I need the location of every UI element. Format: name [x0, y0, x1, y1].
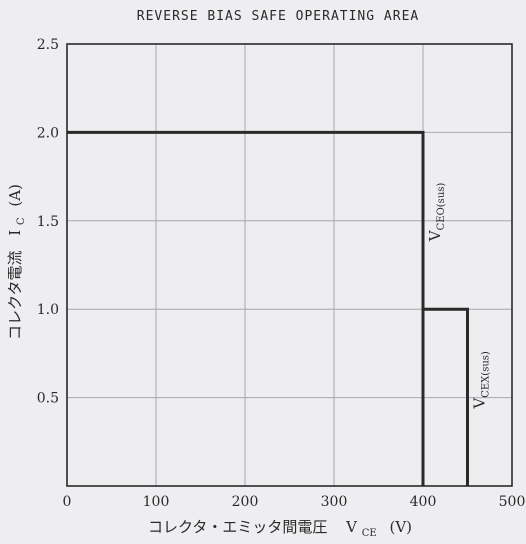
series-line-2: [423, 307, 469, 486]
y-tick-label: 0.5: [37, 391, 59, 407]
y-axis-label: コレクタ電流 I C (A): [6, 184, 28, 340]
series-layer: [67, 130, 469, 486]
x-tick-label: 0: [63, 494, 72, 510]
x-axis-label-text: コレクタ・エミッタ間電圧: [148, 518, 327, 536]
y-axis-label-unit: (A): [6, 184, 24, 207]
axes: [66, 43, 513, 487]
y-axis-label-subscript: C: [16, 217, 27, 225]
x-tick-label: 200: [232, 494, 259, 510]
y-tick-label: 2.0: [37, 125, 59, 141]
annotation-subscript: CEX(sus): [481, 351, 492, 398]
annotation-text: VCEX(sus): [471, 351, 492, 410]
annotation-symbol: V: [471, 397, 489, 410]
y-tick-label: 2.5: [37, 37, 59, 53]
y-tick-label: 1.5: [37, 214, 59, 230]
chart-title: REVERSE BIAS SAFE OPERATING AREA: [137, 9, 419, 24]
y-tick-label: 1.0: [37, 302, 59, 318]
x-axis-label-symbol: V: [345, 518, 358, 536]
x-axis-label-subscript: CE: [362, 528, 377, 539]
grid: [67, 44, 512, 486]
x-axis-label-unit: (V): [390, 518, 413, 536]
annotation-subscript: CEO(sus): [436, 183, 447, 231]
y-axis-label-text: コレクタ電流: [6, 251, 24, 340]
x-axis-label: コレクタ・エミッタ間電圧 V CE (V): [148, 518, 412, 540]
x-tick-label: 400: [410, 494, 437, 510]
x-tick-label: 300: [321, 494, 348, 510]
annotation-symbol: V: [426, 229, 444, 242]
series-annotation-1: VCEO(sus): [426, 183, 447, 243]
x-tick-label: 100: [143, 494, 170, 510]
series-annotation-2: VCEX(sus): [471, 351, 492, 410]
tick-labels: 0 100 200 300 400 500 0.5 1.0 1.5 2.0 2.5: [37, 37, 526, 510]
x-tick-label: 500: [499, 494, 526, 510]
svg-text:コレクタ電流 I C (: コレクタ電流 I C (A): [6, 184, 28, 340]
annotation-text: VCEO(sus): [426, 183, 447, 243]
annotations: VCEO(sus)VCEX(sus): [426, 183, 492, 410]
y-axis-label-symbol: I: [6, 230, 24, 236]
plot-frame: [66, 43, 513, 487]
